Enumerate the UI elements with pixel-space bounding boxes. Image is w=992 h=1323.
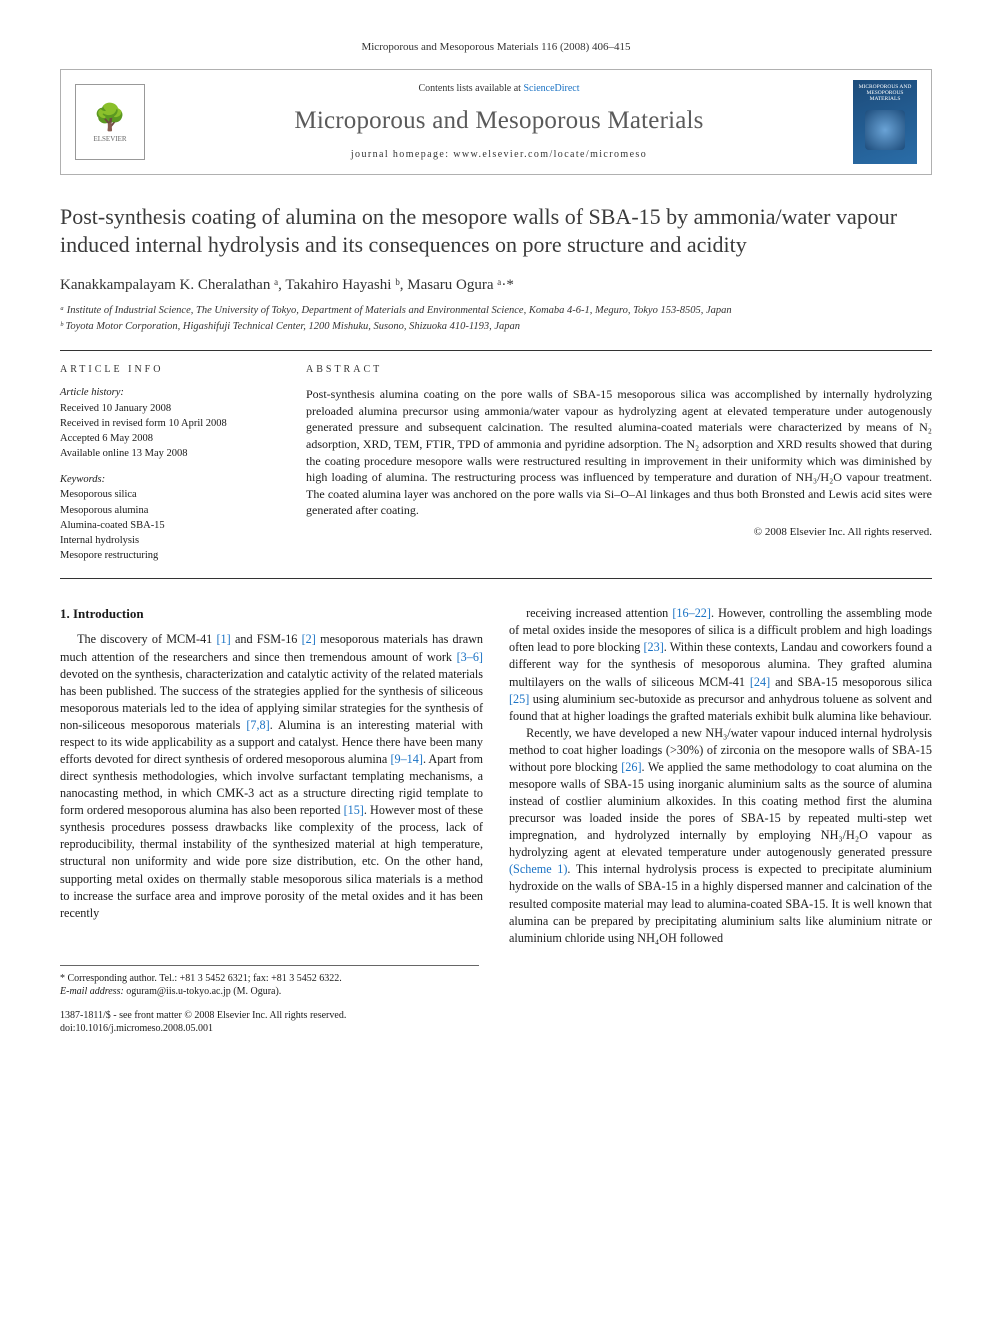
affiliation-a: ᵃ Institute of Industrial Science, The U…: [60, 303, 932, 318]
contents-line: Contents lists available at ScienceDirec…: [159, 82, 839, 96]
body-columns: 1. Introduction The discovery of MCM-41 …: [60, 605, 932, 947]
contents-prefix: Contents lists available at: [418, 83, 523, 94]
intro-para-3: Recently, we have developed a new NH₃/wa…: [509, 725, 932, 947]
doi-line: doi:10.1016/j.micromeso.2008.05.001: [60, 1022, 479, 1036]
abstract-copyright: © 2008 Elsevier Inc. All rights reserved…: [306, 525, 932, 540]
history-online: Available online 13 May 2008: [60, 447, 280, 461]
article-info: ARTICLE INFO Article history: Received 1…: [60, 363, 280, 564]
elsevier-logo: 🌳 ELSEVIER: [75, 84, 145, 160]
intro-para-1: The discovery of MCM-41 [1] and FSM-16 […: [60, 631, 483, 921]
section-1-head: 1. Introduction: [60, 605, 483, 623]
history-received: Received 10 January 2008: [60, 402, 280, 416]
journal-homepage: journal homepage: www.elsevier.com/locat…: [159, 148, 839, 162]
footer-issn-doi: 1387-1811/$ - see front matter © 2008 El…: [60, 1009, 479, 1036]
journal-cover: MICROPOROUS AND MESOPOROUS MATERIALS: [853, 80, 917, 164]
article-title: Post-synthesis coating of alumina on the…: [60, 203, 932, 259]
corresponding-author-footnote: * Corresponding author. Tel.: +81 3 5452…: [60, 965, 479, 999]
article-meta-row: ARTICLE INFO Article history: Received 1…: [60, 350, 932, 579]
corresponding-email[interactable]: oguram@iis.u-tokyo.ac.jp (M. Ogura).: [126, 986, 281, 997]
abstract-block: ABSTRACT Post-synthesis alumina coating …: [306, 363, 932, 564]
cover-caption: MICROPOROUS AND MESOPOROUS MATERIALS: [857, 84, 913, 102]
sciencedirect-link[interactable]: ScienceDirect: [523, 83, 579, 94]
email-label: E-mail address:: [60, 986, 124, 997]
article-info-head: ARTICLE INFO: [60, 363, 280, 377]
abstract-head: ABSTRACT: [306, 363, 932, 377]
keyword: Mesoporous alumina: [60, 504, 280, 518]
keyword: Internal hydrolysis: [60, 534, 280, 548]
journal-name: Microporous and Mesoporous Materials: [159, 104, 839, 138]
elsevier-tree-icon: 🌳: [94, 100, 126, 135]
abstract-text: Post-synthesis alumina coating on the po…: [306, 386, 932, 518]
corresponding-label: * Corresponding author. Tel.: +81 3 5452…: [60, 972, 479, 986]
history-revised: Received in revised form 10 April 2008: [60, 417, 280, 431]
keyword: Mesopore restructuring: [60, 549, 280, 563]
journal-banner: 🌳 ELSEVIER Contents lists available at S…: [60, 69, 932, 175]
author-line: Kanakkampalayam K. Cheralathan ᵃ, Takahi…: [60, 275, 932, 295]
history-accepted: Accepted 6 May 2008: [60, 432, 280, 446]
issn-line: 1387-1811/$ - see front matter © 2008 El…: [60, 1009, 479, 1023]
running-head: Microporous and Mesoporous Materials 116…: [60, 40, 932, 55]
intro-para-2: receiving increased attention [16–22]. H…: [509, 605, 932, 725]
keyword: Mesoporous silica: [60, 488, 280, 502]
affiliations: ᵃ Institute of Industrial Science, The U…: [60, 303, 932, 333]
cover-thumbnail-icon: [865, 110, 905, 150]
keywords-label: Keywords:: [60, 473, 280, 487]
affiliation-b: ᵇ Toyota Motor Corporation, Higashifuji …: [60, 319, 932, 334]
publisher-name: ELSEVIER: [93, 135, 126, 144]
keyword: Alumina-coated SBA-15: [60, 519, 280, 533]
history-label: Article history:: [60, 386, 280, 400]
banner-center: Contents lists available at ScienceDirec…: [159, 82, 839, 161]
